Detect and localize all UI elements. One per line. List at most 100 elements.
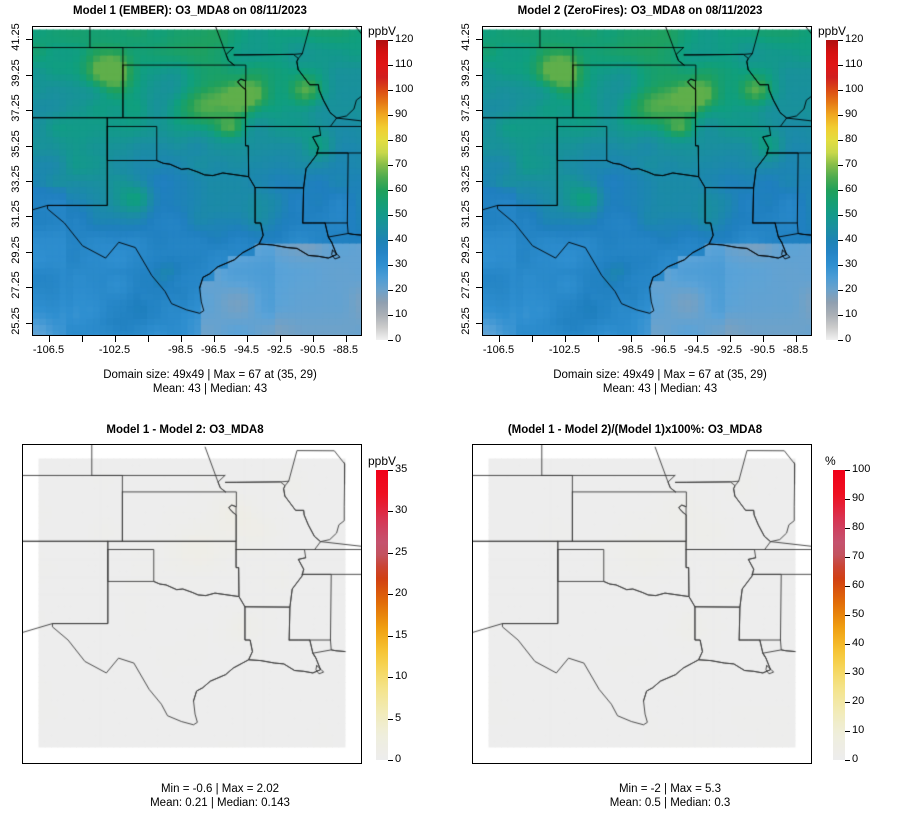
colorbar-tick: [388, 140, 393, 141]
colorbar-tick: [838, 215, 843, 216]
colorbar-tick: [838, 115, 843, 116]
colorbar-tick: [388, 40, 393, 41]
colorbar-tick: [838, 140, 843, 141]
colorbar-tick-label: 30: [395, 258, 408, 270]
colorbar-tick-label: 20: [845, 283, 858, 295]
panel-model1-plot[interactable]: [32, 26, 362, 336]
y-axis-label: 41.25: [460, 23, 472, 52]
colorbar-tick: [838, 65, 843, 66]
colorbar-tick: [388, 265, 393, 266]
panel-model1-title: Model 1 (EMBER): O3_MDA8 on 08/11/2023: [73, 5, 307, 17]
colorbar-tick-label: 50: [845, 208, 858, 220]
colorbar-tick: [845, 673, 850, 674]
panel-absdiff-title: Model 1 - Model 2: O3_MDA8: [106, 424, 264, 436]
x-axis-label: -88.5: [332, 344, 359, 356]
x-tick: [312, 336, 314, 342]
colorbar-tick: [388, 190, 393, 191]
colorbar-tick-label: 120: [845, 33, 864, 45]
y-tick: [26, 251, 32, 253]
y-tick: [476, 287, 482, 289]
colorbar-tick: [845, 615, 850, 616]
colorbar-tick: [845, 557, 850, 558]
colorbar-tick: [845, 586, 850, 587]
x-tick: [663, 336, 665, 342]
colorbar-tick-label: 80: [852, 521, 865, 533]
colorbar-tick-label: 70: [395, 158, 408, 170]
x-axis-label: -106.5: [32, 344, 65, 356]
colorbar-tick: [388, 215, 393, 216]
x-axis-label: -98.5: [617, 344, 644, 356]
colorbar-tick: [845, 470, 850, 471]
x-axis-label: -92.5: [266, 344, 293, 356]
colorbar-tick: [388, 760, 393, 761]
colorbar-tick-label: 35: [395, 463, 408, 475]
x-axis-label: -106.5: [482, 344, 515, 356]
colorbar-tick: [845, 499, 850, 500]
colorbar-tick-label: 110: [395, 58, 413, 70]
x-tick: [564, 336, 566, 342]
colorbar-tick-label: 70: [845, 158, 858, 170]
y-tick: [26, 145, 32, 147]
y-tick: [26, 39, 32, 41]
colorbar-tick-label: 10: [852, 724, 865, 736]
colorbar-tick-label: 50: [852, 608, 865, 620]
x-tick: [795, 336, 797, 342]
x-tick: [147, 336, 149, 342]
x-axis-label: -102.5: [548, 344, 581, 356]
colorbar-tick: [388, 340, 393, 341]
panel-model2-plot[interactable]: [482, 26, 812, 336]
colorbar-tick: [838, 40, 843, 41]
colorbar-tick-label: 70: [852, 550, 865, 562]
colorbar-tick-label: 90: [852, 492, 865, 504]
colorbar-tick-label: 110: [845, 58, 863, 70]
x-axis-label: -94.5: [233, 344, 260, 356]
colorbar-tick-label: 0: [852, 753, 859, 765]
y-tick: [26, 110, 32, 112]
colorbar-tick-label: 15: [395, 628, 408, 641]
colorbar-tick-label: 80: [395, 133, 408, 145]
y-tick: [476, 181, 482, 182]
colorbar-tick-label: 30: [845, 258, 858, 270]
colorbar-tick-label: 20: [852, 695, 865, 707]
colorbar-tick-label: 40: [852, 637, 865, 649]
x-tick: [729, 336, 731, 342]
x-tick: [48, 336, 50, 342]
x-axis-label: -88.5: [782, 344, 809, 356]
y-tick: [476, 74, 482, 76]
x-tick: [180, 336, 182, 342]
x-tick: [597, 336, 599, 342]
panel-pctdiff-plot[interactable]: [472, 444, 812, 764]
colorbar-tick: [845, 528, 850, 529]
x-axis-label: -90.5: [299, 344, 326, 356]
colorbar-tick-label: 10: [395, 670, 408, 683]
x-tick: [696, 336, 698, 342]
colorbar-unit-label: ppbV: [368, 24, 397, 38]
x-tick: [531, 336, 533, 342]
y-axis-label: 41.25: [10, 23, 22, 52]
panel-model2-caption: Domain size: 49x49 | Max = 67 at (35, 29…: [553, 369, 767, 395]
colorbar-tick-label: 60: [852, 579, 865, 591]
x-tick: [81, 336, 83, 342]
colorbar-tick: [388, 165, 393, 166]
colorbar-tick: [388, 677, 393, 679]
colorbar-unit-label: ppbV: [368, 454, 397, 468]
colorbar-tick: [838, 315, 843, 316]
y-tick: [476, 251, 482, 253]
x-axis-label: -96.5: [200, 344, 227, 356]
colorbar-tick-label: 60: [845, 183, 858, 195]
colorbar-tick: [845, 644, 850, 645]
panel-absdiff-caption: Min = -0.6 | Max = 2.02 Mean: 0.21 | Med…: [150, 783, 290, 809]
colorbar-tick: [838, 340, 843, 341]
x-tick: [213, 336, 215, 342]
colorbar-unit-label: %: [825, 454, 836, 468]
colorbar-tick-label: 0: [395, 333, 402, 345]
colorbar-tick-label: 30: [852, 666, 865, 678]
colorbar-tick: [388, 511, 393, 513]
colorbar-tick-label: 40: [845, 233, 858, 245]
y-tick: [476, 39, 482, 41]
panel-absdiff-plot[interactable]: [22, 444, 362, 764]
colorbar-tick: [388, 315, 393, 316]
panel-pctdiff-title: (Model 1 - Model 2)/(Model 1)x100%: O3_M…: [507, 424, 763, 436]
colorbar-tick-label: 20: [395, 283, 408, 295]
x-tick: [279, 336, 281, 342]
